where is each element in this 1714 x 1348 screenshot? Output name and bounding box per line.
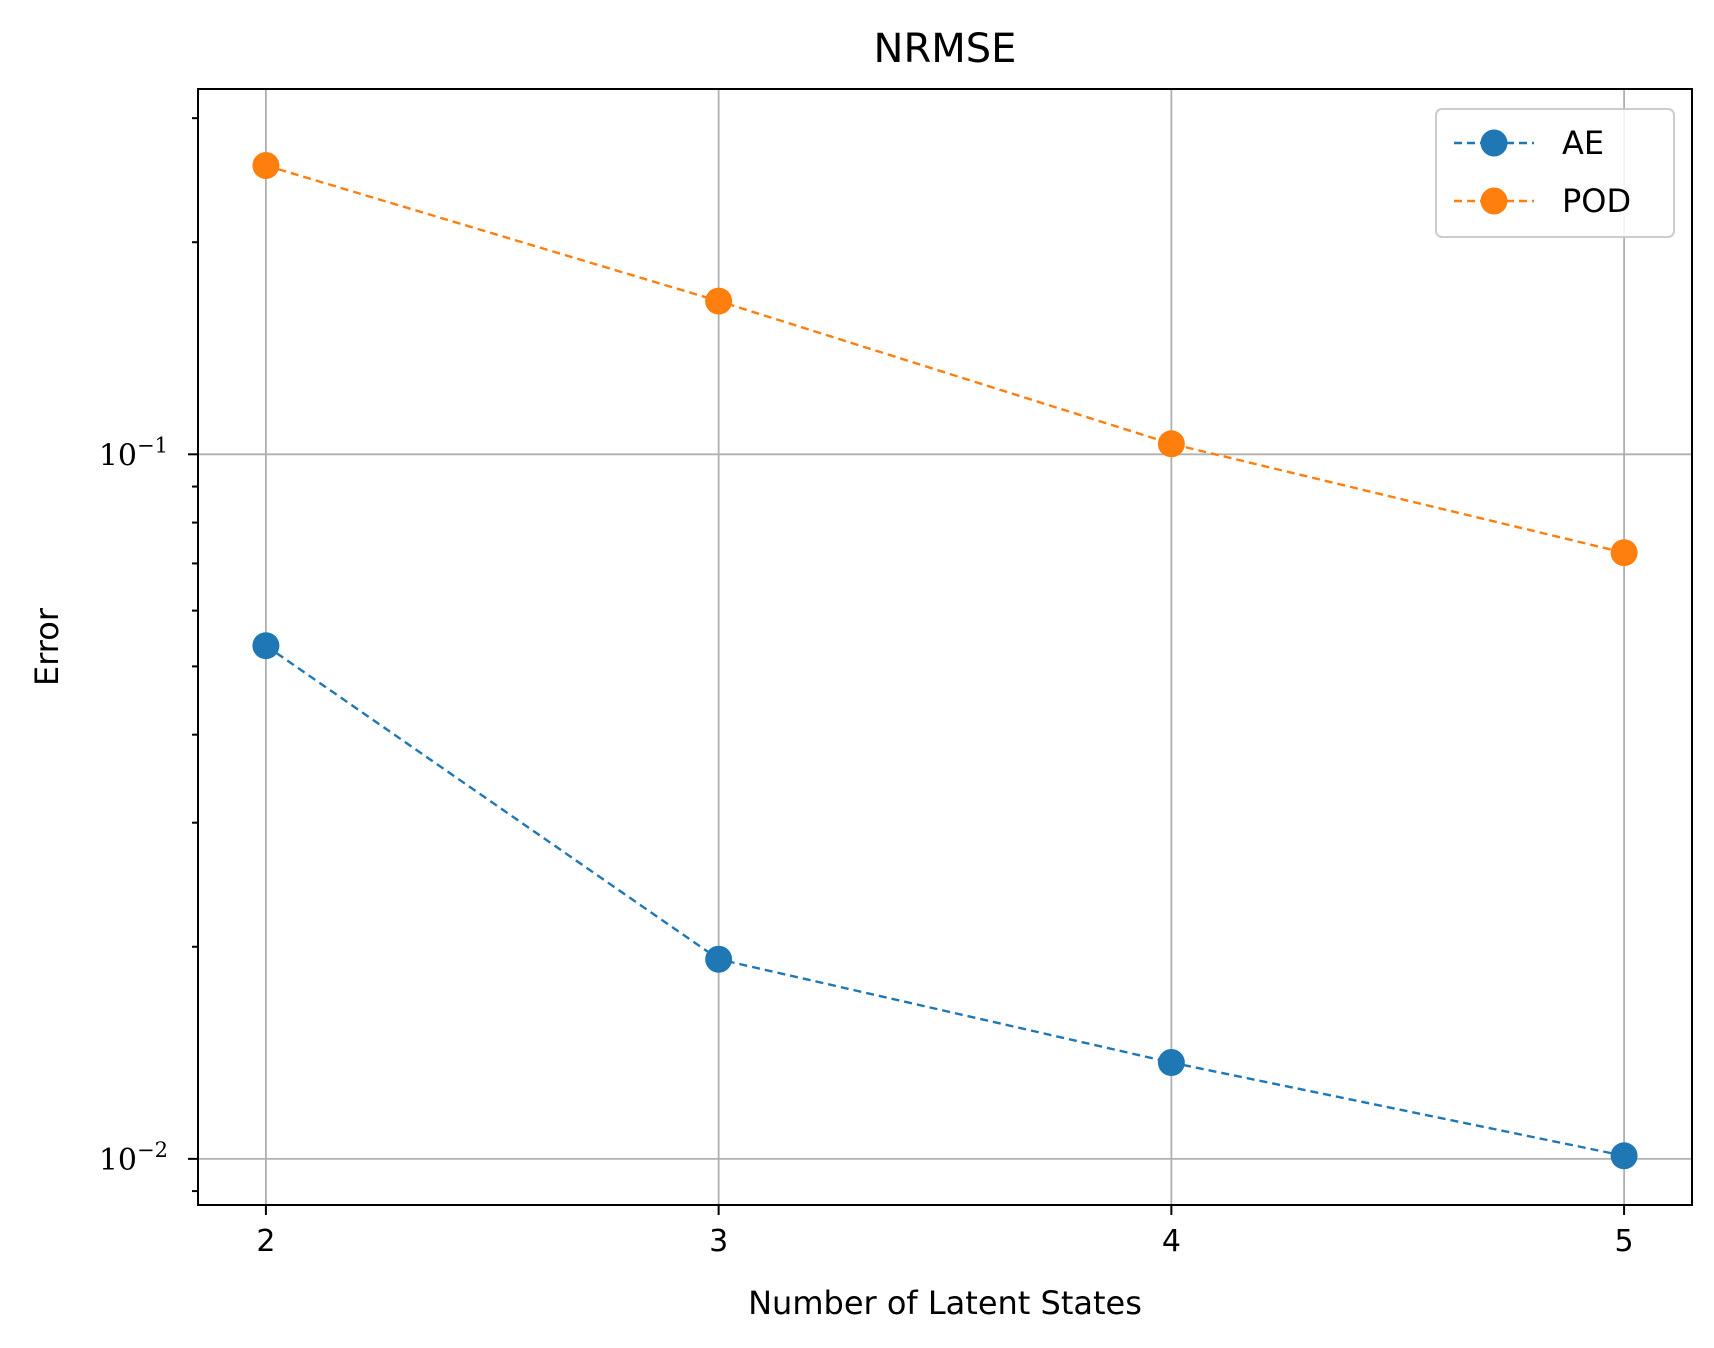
legend-box (1435, 108, 1675, 238)
legend-label-ae: AE (1562, 124, 1604, 162)
x-axis-label: Number of Latent States (748, 1284, 1142, 1322)
x-tick-label: 2 (256, 1224, 275, 1259)
ticks-layer: 2 3 4 5 10−1 10−2 (99, 117, 1634, 1259)
y-tick-label: 10−1 (99, 433, 168, 473)
x-tick-label: 5 (1615, 1224, 1634, 1259)
series-line-ae (265, 644, 1625, 1157)
data-point-pod (252, 151, 280, 179)
data-point-ae (1157, 1049, 1185, 1077)
data-point-ae (705, 945, 733, 973)
plot-frame (197, 88, 1693, 1206)
legend-marker-ae (1480, 129, 1508, 157)
x-tick-label: 3 (709, 1224, 728, 1259)
data-point-pod (1610, 539, 1638, 567)
data-point-ae (1610, 1142, 1638, 1170)
series-line-pod (265, 164, 1625, 554)
x-tick-label: 4 (1162, 1224, 1181, 1259)
legend-label-pod: POD (1562, 182, 1631, 220)
y-axis-label: Error (28, 607, 66, 686)
data-point-pod (1157, 430, 1185, 458)
data-point-pod (705, 287, 733, 315)
legend-marker-pod (1480, 187, 1508, 215)
legend: AE POD (1435, 108, 1675, 238)
chart-title: NRMSE (874, 26, 1017, 72)
y-tick-label: 10−2 (99, 1138, 168, 1178)
series-layer (252, 151, 1638, 1170)
grid-layer (198, 89, 1692, 1205)
data-point-ae (252, 632, 280, 660)
